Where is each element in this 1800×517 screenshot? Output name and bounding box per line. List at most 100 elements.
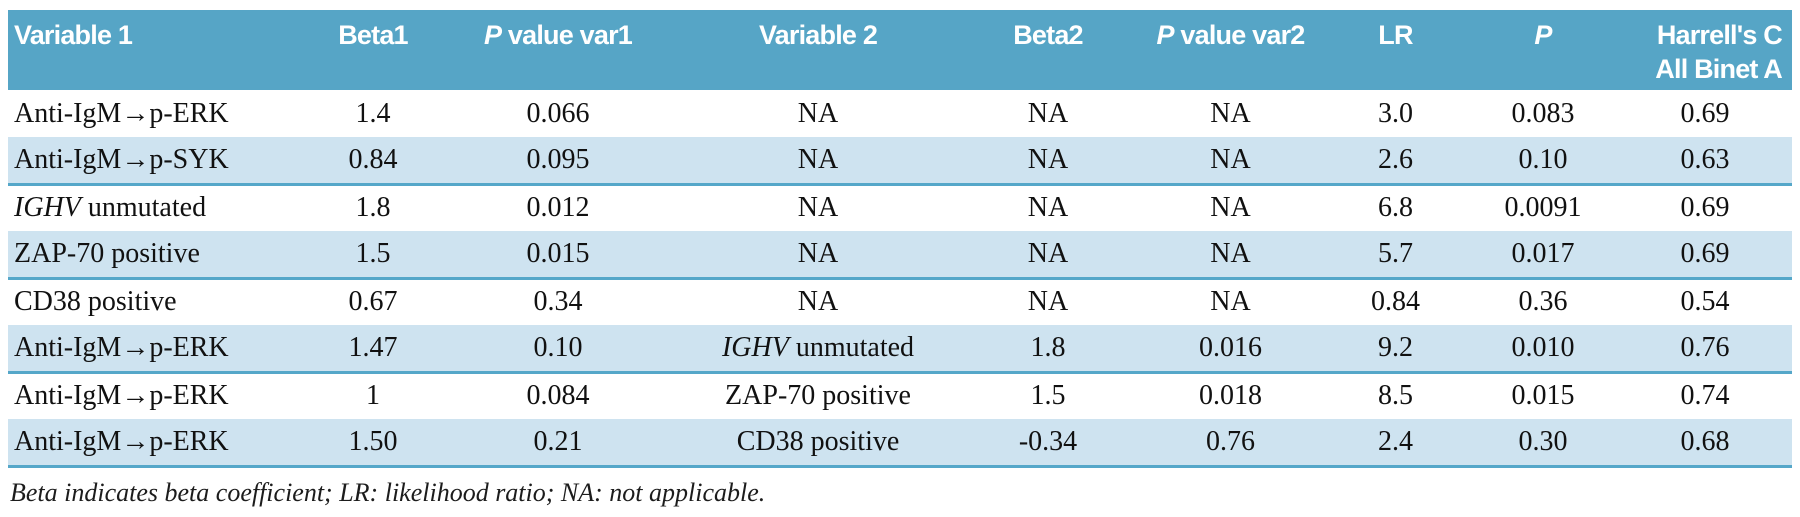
cell: NA bbox=[678, 137, 958, 186]
cell: 0.84 bbox=[1323, 278, 1468, 325]
cell: 0.69 bbox=[1618, 90, 1792, 137]
column-header-label: Variable 1 bbox=[14, 20, 133, 50]
cell-text: 0.69 bbox=[1680, 237, 1730, 269]
cell-text: 1.4 bbox=[355, 97, 391, 129]
cell-text: 0.76 bbox=[1680, 331, 1730, 363]
column-header: Variable 2 bbox=[678, 10, 958, 90]
cell-text: 1 bbox=[366, 380, 380, 412]
cell: 0.066 bbox=[438, 90, 678, 137]
cell-text: 0.015 bbox=[526, 237, 590, 269]
cell-text: Anti-IgM→p-ERK bbox=[14, 97, 229, 129]
cell-text: 0.76 bbox=[1206, 425, 1255, 457]
cell-text: NA bbox=[1027, 286, 1069, 318]
cell-text: NA bbox=[1210, 97, 1251, 129]
cell-text: NA bbox=[1210, 237, 1251, 269]
cell: Anti-IgM→p-ERK bbox=[8, 372, 308, 419]
cell-text: NA bbox=[1027, 192, 1069, 224]
cell-text: 0.63 bbox=[1680, 143, 1730, 175]
column-header-label: Beta1 bbox=[338, 20, 408, 50]
cell-text: 0.36 bbox=[1518, 286, 1568, 318]
cell: CD38 positive bbox=[8, 278, 308, 325]
column-header: Beta2 bbox=[958, 10, 1138, 90]
cell-text: 0.010 bbox=[1511, 331, 1575, 363]
cell: NA bbox=[958, 231, 1138, 280]
column-header: Beta1 bbox=[308, 10, 438, 90]
cell: 1.5 bbox=[308, 231, 438, 280]
column-header: Harrell's C All Binet A bbox=[1618, 10, 1792, 90]
cell: 0.016 bbox=[1138, 325, 1323, 374]
cell-text: NA bbox=[1027, 97, 1069, 129]
cell-text: NA bbox=[1027, 143, 1069, 175]
cell-text: unmutated bbox=[788, 331, 915, 363]
cell-text: 0.54 bbox=[1680, 286, 1730, 318]
cell: 0.68 bbox=[1618, 419, 1792, 468]
multivariate-results-table: Variable 1 Beta1 P value var1 Variable 2 Bet… bbox=[8, 10, 1792, 468]
cell: 0.76 bbox=[1138, 419, 1323, 468]
column-header-label: LR bbox=[1378, 20, 1413, 50]
cell: IGHV unmutated bbox=[8, 184, 308, 231]
cell: 0.69 bbox=[1618, 184, 1792, 231]
cell-text: 1.5 bbox=[1030, 380, 1066, 412]
cell-text: 0.012 bbox=[526, 192, 590, 224]
cell: Anti-IgM→p-ERK bbox=[8, 90, 308, 137]
cell: 0.63 bbox=[1618, 137, 1792, 186]
cell: 0.30 bbox=[1468, 419, 1618, 468]
cell: 0.095 bbox=[438, 137, 678, 186]
cell: Anti-IgM→p-ERK bbox=[8, 325, 308, 374]
table-row: Anti-IgM→p-SYK 0.84 0.095 NA NA NA 2.6 0.10 0.63 bbox=[8, 137, 1792, 186]
column-header-label: Harrell's C bbox=[1656, 20, 1783, 50]
cell-text: 5.7 bbox=[1378, 237, 1413, 269]
cell-text: 0.68 bbox=[1680, 425, 1730, 457]
cell: ZAP-70 positive bbox=[8, 231, 308, 280]
cell-text: NA bbox=[797, 143, 839, 175]
cell-text: unmutated bbox=[80, 192, 207, 224]
cell-text: 1.8 bbox=[355, 192, 391, 224]
cell: 0.010 bbox=[1468, 325, 1618, 374]
column-header: P value var2 bbox=[1138, 10, 1323, 90]
cell-text: IGHV bbox=[14, 192, 81, 224]
cell: 9.2 bbox=[1323, 325, 1468, 374]
cell-text: 0.10 bbox=[533, 331, 583, 363]
cell: 0.69 bbox=[1618, 231, 1792, 280]
cell: NA bbox=[678, 231, 958, 280]
cell-text: 1.5 bbox=[355, 237, 391, 269]
cell: -0.34 bbox=[958, 419, 1138, 468]
cell: NA bbox=[678, 90, 958, 137]
column-header-label: Variable 2 bbox=[758, 20, 878, 50]
column-header-label: P bbox=[1534, 20, 1552, 50]
column-header-label: value var1 bbox=[501, 20, 633, 50]
cell: 0.015 bbox=[1468, 372, 1618, 419]
cell-text: 0.095 bbox=[526, 143, 590, 175]
cell: IGHV unmutated bbox=[678, 325, 958, 374]
cell: NA bbox=[1138, 184, 1323, 231]
cell: 1.4 bbox=[308, 90, 438, 137]
cell: 0.54 bbox=[1618, 278, 1792, 325]
cell: NA bbox=[678, 278, 958, 325]
cell-text: ZAP-70 positive bbox=[14, 237, 200, 269]
cell: 0.017 bbox=[1468, 231, 1618, 280]
cell-text: NA bbox=[797, 97, 839, 129]
cell-text: Anti-IgM→p-ERK bbox=[14, 425, 229, 457]
cell-text: NA bbox=[1210, 143, 1251, 175]
column-header-label: All Binet A bbox=[1655, 54, 1783, 84]
cell-text: NA bbox=[797, 192, 839, 224]
cell-text: 0.34 bbox=[533, 286, 583, 318]
cell-text: 0.69 bbox=[1680, 97, 1730, 129]
table-row: IGHV unmutated 1.8 0.012 NA NA NA 6.8 0.0091 0.6… bbox=[8, 184, 1792, 231]
cell: 1.8 bbox=[308, 184, 438, 231]
cell-text: 0.69 bbox=[1680, 192, 1730, 224]
cell-text: 0.10 bbox=[1518, 143, 1568, 175]
cell-text: Anti-IgM→p-ERK bbox=[14, 380, 229, 412]
cell-text: 2.6 bbox=[1378, 143, 1413, 175]
cell: NA bbox=[1138, 278, 1323, 325]
cell-text: 0.84 bbox=[1371, 286, 1420, 318]
cell: NA bbox=[1138, 231, 1323, 280]
column-header: P value var1 bbox=[438, 10, 678, 90]
cell: Anti-IgM→p-ERK bbox=[8, 419, 308, 468]
cell: 0.10 bbox=[438, 325, 678, 374]
cell-text: Anti-IgM→p-SYK bbox=[14, 143, 229, 175]
table-row: Anti-IgM→p-ERK 1 0.084 ZAP-70 positive 1.5 0.… bbox=[8, 372, 1792, 419]
cell: 1.50 bbox=[308, 419, 438, 468]
cell-text: 0.066 bbox=[526, 97, 590, 129]
cell-text: Anti-IgM→p-ERK bbox=[14, 331, 229, 363]
